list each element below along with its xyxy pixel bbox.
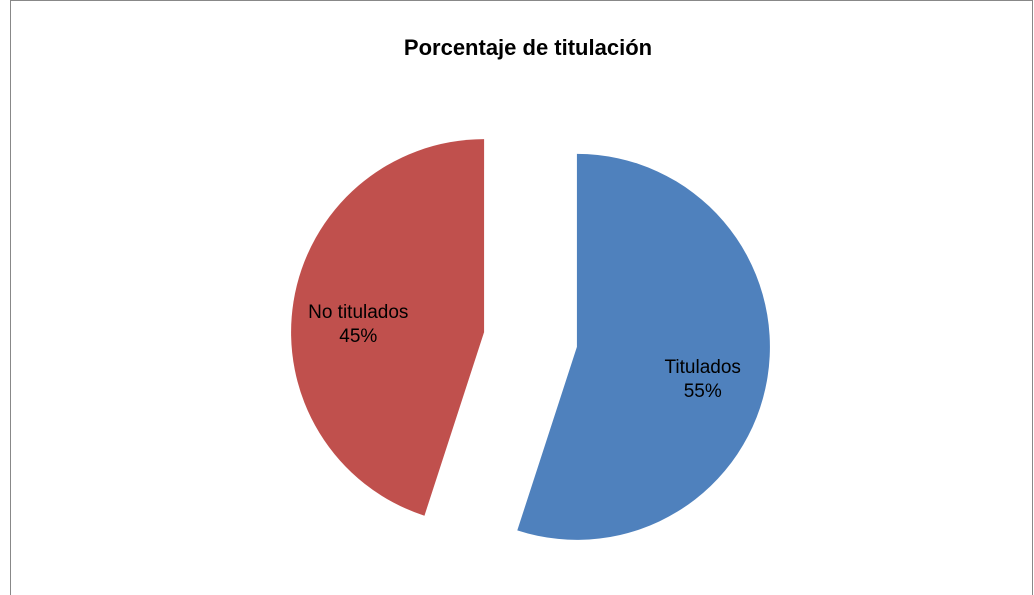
chart-frame bbox=[10, 0, 1033, 595]
slice-value-label: 45% bbox=[339, 326, 377, 347]
chart-title: Porcentaje de titulación bbox=[404, 35, 652, 60]
pie-slice bbox=[517, 153, 770, 540]
slice-category-label: No titulados bbox=[308, 302, 408, 323]
slice-value-label: 55% bbox=[684, 381, 722, 402]
pie-slice bbox=[291, 139, 485, 516]
slice-category-label: Titulados bbox=[665, 357, 741, 378]
